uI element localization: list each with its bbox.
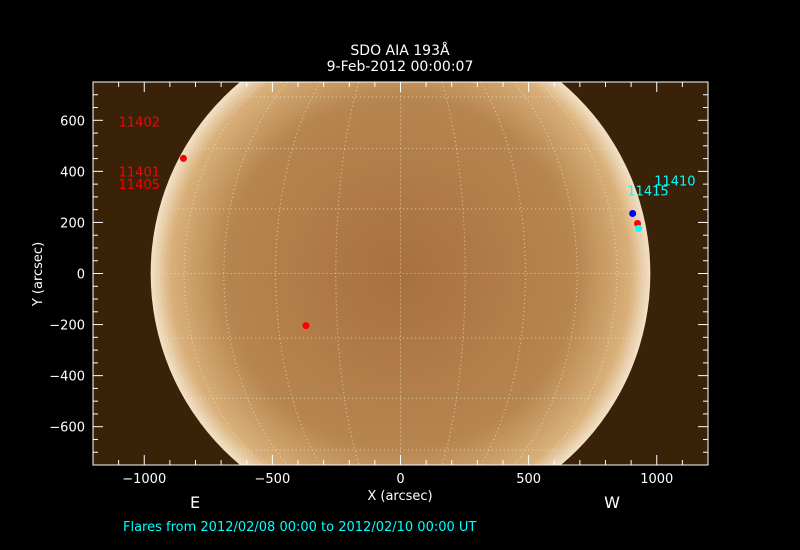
grid-meridian [335, 82, 360, 465]
y-tick-label: 200 [60, 216, 85, 231]
chart-title: SDO AIA 193Å [350, 42, 450, 59]
flare-marker-blue [629, 209, 637, 217]
x-tick-label: 1000 [640, 472, 673, 487]
x-tick-label: 0 [396, 472, 404, 487]
y-tick-label: −400 [49, 370, 85, 385]
y-tick-label: 0 [77, 268, 85, 283]
flare-marker-red [302, 322, 310, 330]
east-label: E [190, 493, 200, 512]
west-label: W [604, 493, 620, 512]
flare-marker-cyan [635, 225, 643, 233]
y-tick-label: −200 [49, 319, 85, 334]
grid-meridian [441, 82, 466, 465]
active-region-label: 11415 [627, 185, 668, 200]
x-tick-label: −500 [255, 472, 291, 487]
x-tick-label: −1000 [122, 472, 166, 487]
x-axis-label: X (arcsec) [367, 489, 432, 504]
y-tick-label: −600 [49, 421, 85, 436]
active-region-label: 11401 [119, 165, 160, 180]
active-region-label: 11410 [654, 174, 695, 189]
x-tick-label: 500 [516, 472, 541, 487]
flare-marker-red [179, 154, 187, 162]
y-tick-label: 600 [60, 114, 85, 129]
chart-subtitle: 9-Feb-2012 00:00:07 [327, 59, 474, 75]
flare-time-range: Flares from 2012/02/08 00:00 to 2012/02/… [123, 520, 476, 535]
solar-disk [150, 82, 651, 465]
y-tick-label: 400 [60, 165, 85, 180]
heliographic-grid [150, 82, 651, 465]
y-axis-label: Y (arcsec) [31, 242, 46, 307]
active-region-label: 11402 [119, 116, 160, 131]
active-region-label: 11405 [119, 178, 160, 193]
